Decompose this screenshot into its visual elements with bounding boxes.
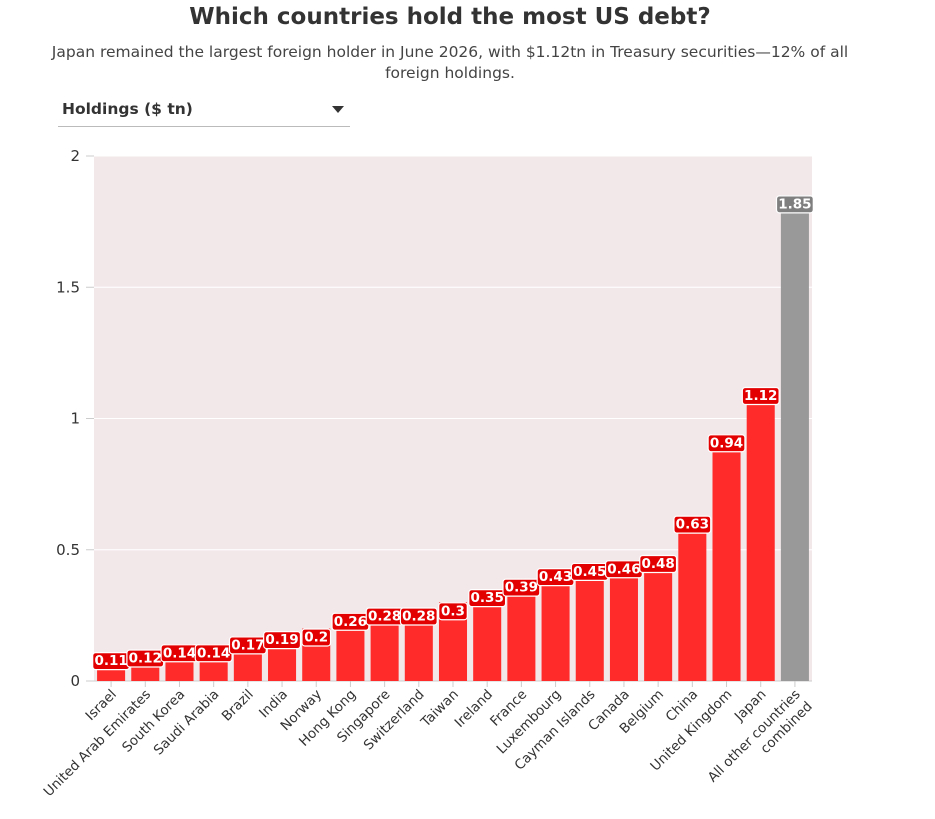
data-label: 0.14 [197,645,230,661]
data-label-bg [438,602,468,621]
data-label-bg [399,607,438,626]
data-label: 0.28 [402,609,435,625]
data-label: 1.12 [744,388,777,404]
data-label: 0.43 [539,569,572,585]
data-label: 0.26 [334,614,367,630]
data-label-bg [263,631,302,650]
bar [541,568,570,681]
x-tick-label: Ireland [452,687,496,731]
data-label: 0.19 [265,632,298,648]
data-label-bg [301,628,332,647]
data-label-bg [673,515,712,534]
bar [609,560,638,681]
data-label-bg [502,578,541,597]
bar [644,555,673,681]
data-label: 0.12 [129,651,162,667]
data-label: 0.48 [641,556,674,572]
y-tick-label: 1.5 [56,278,80,296]
bar [575,562,604,681]
data-label: 0.17 [231,637,264,653]
chart-title: Which countries hold the most US debt? [189,4,711,30]
data-label: 0.39 [505,580,538,596]
bar [780,195,809,681]
data-label: 0.46 [607,561,640,577]
data-label: 1.85 [778,196,811,212]
y-tick-label: 0 [70,672,80,690]
data-label: 0.28 [368,609,401,625]
bar [712,434,741,681]
data-label: 0.3 [441,603,465,619]
data-label-bg [639,554,678,574]
data-label: 0.35 [471,590,504,606]
bar [746,387,775,681]
x-tick-label: Brazil [219,687,257,725]
metric-dropdown[interactable]: Holdings ($ tn) [58,96,350,127]
y-tick-label: 0.5 [56,541,80,559]
data-label: 0.45 [573,564,606,580]
x-tick-label-group: Ireland [452,687,496,731]
metric-dropdown-value: Holdings ($ tn) [62,100,193,118]
data-label: 0.14 [163,645,196,661]
data-label-bg [707,434,746,453]
chart-subtitle: Japan remained the largest foreign holde… [51,43,849,82]
data-label: 0.2 [304,630,328,646]
data-label-bg [468,589,507,608]
data-label-bg [741,386,780,406]
x-tick-label-group: Brazil [219,687,257,725]
data-label: 0.11 [94,653,127,669]
data-label-bg [775,195,814,214]
data-label: 0.94 [710,435,743,451]
bar [678,515,707,681]
y-tick-label: 1 [70,410,80,428]
chevron-down-icon [332,106,344,113]
data-label: 0.63 [676,517,709,533]
y-tick-label: 2 [70,147,80,165]
